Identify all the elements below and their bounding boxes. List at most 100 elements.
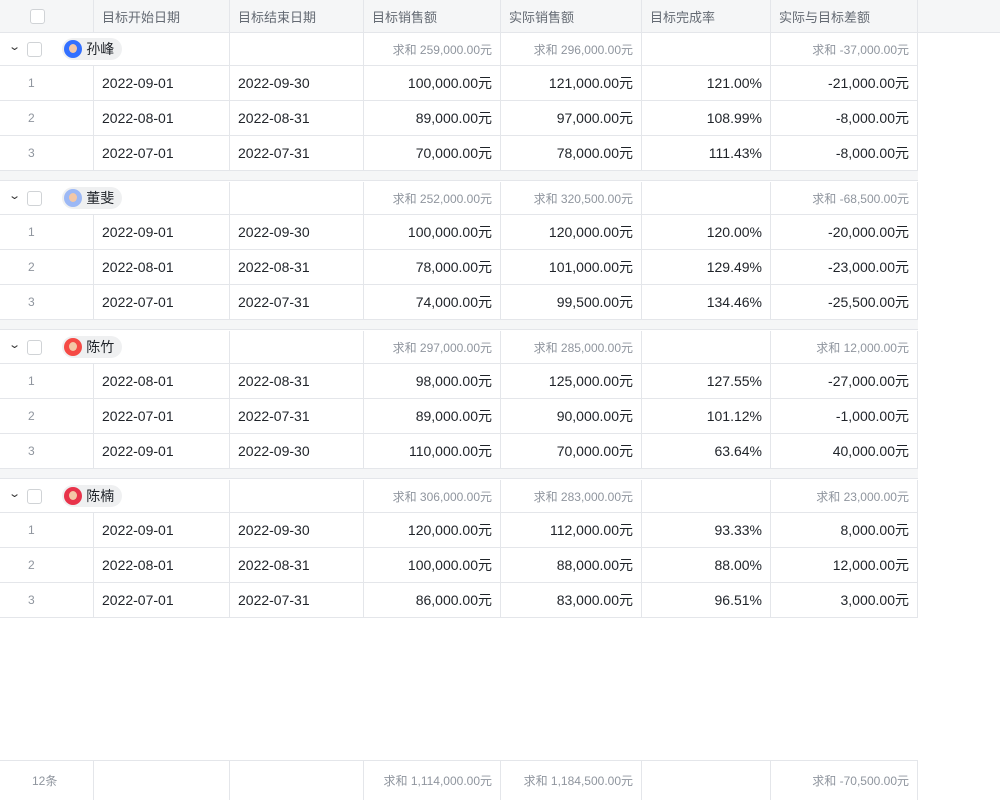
table-cell[interactable]: 2022-08-01 [94,548,230,582]
table-cell[interactable]: 2022-08-31 [230,364,364,398]
table-cell[interactable]: 83,000.00元 [501,583,642,617]
table-row[interactable]: 1 2022-09-01 2022-09-30 100,000.00元 120,000.… [0,215,918,250]
table-cell[interactable]: 2022-07-31 [230,285,364,319]
group-checkbox[interactable] [27,41,43,57]
table-cell[interactable]: 120,000.00元 [364,513,501,547]
table-cell[interactable]: 2022-07-31 [230,136,364,170]
table-cell[interactable]: 2022-07-01 [94,583,230,617]
table-cell[interactable]: 100,000.00元 [364,66,501,100]
table-cell[interactable]: 125,000.00元 [501,364,642,398]
table-cell[interactable]: 2022-09-01 [94,66,230,100]
table-cell[interactable]: 74,000.00元 [364,285,501,319]
group-header-row[interactable]: ⌄ 孙峰 求和 259,000.00元 求和 296,000.00元 求和 -37,00… [0,33,918,66]
group-checkbox[interactable] [27,488,43,504]
table-cell[interactable]: 2022-09-30 [230,434,364,468]
table-cell[interactable]: -21,000.00元 [771,66,918,100]
table-cell[interactable]: -25,500.00元 [771,285,918,319]
table-cell[interactable]: -1,000.00元 [771,399,918,433]
table-cell[interactable]: 112,000.00元 [501,513,642,547]
select-all-checkbox[interactable] [30,8,45,24]
table-cell[interactable]: 2022-08-01 [94,250,230,284]
table-cell[interactable]: 100,000.00元 [364,215,501,249]
table-cell[interactable]: 78,000.00元 [364,250,501,284]
table-cell[interactable]: 120,000.00元 [501,215,642,249]
column-header[interactable]: 目标完成率 [642,0,771,32]
table-cell[interactable]: 108.99% [642,101,771,135]
table-cell[interactable]: 93.33% [642,513,771,547]
column-header[interactable]: 目标开始日期 [94,0,230,32]
table-cell[interactable]: 2022-07-31 [230,399,364,433]
chevron-down-icon[interactable]: ⌄ [8,338,22,351]
table-row[interactable]: 2 2022-08-01 2022-08-31 78,000.00元 101,000.0… [0,250,918,285]
table-row[interactable]: 2 2022-07-01 2022-07-31 89,000.00元 90,000.00… [0,399,918,434]
chevron-down-icon[interactable]: ⌄ [8,189,22,202]
group-header-row[interactable]: ⌄ 陈竹 求和 297,000.00元 求和 285,000.00元 求和 12,000… [0,331,918,364]
table-cell[interactable]: 2022-09-30 [230,66,364,100]
table-cell[interactable]: 121.00% [642,66,771,100]
table-cell[interactable]: -20,000.00元 [771,215,918,249]
group-header-row[interactable]: ⌄ 陈楠 求和 306,000.00元 求和 283,000.00元 求和 23,000… [0,480,918,513]
table-cell[interactable]: 2022-07-01 [94,136,230,170]
table-cell[interactable]: 2022-09-01 [94,434,230,468]
table-cell[interactable]: 88,000.00元 [501,548,642,582]
table-cell[interactable]: -8,000.00元 [771,136,918,170]
table-cell[interactable]: 2022-08-01 [94,364,230,398]
column-header[interactable]: 目标销售额 [364,0,501,32]
table-cell[interactable]: 78,000.00元 [501,136,642,170]
table-cell[interactable]: 63.64% [642,434,771,468]
chevron-down-icon[interactable]: ⌄ [8,40,22,53]
table-cell[interactable]: 97,000.00元 [501,101,642,135]
table-cell[interactable]: 89,000.00元 [364,399,501,433]
table-cell[interactable]: 2022-07-31 [230,583,364,617]
table-cell[interactable]: 99,500.00元 [501,285,642,319]
table-cell[interactable]: 101,000.00元 [501,250,642,284]
table-cell[interactable]: 101.12% [642,399,771,433]
group-checkbox[interactable] [27,190,43,206]
table-row[interactable]: 1 2022-09-01 2022-09-30 120,000.00元 112,000.… [0,513,918,548]
table-cell[interactable]: 127.55% [642,364,771,398]
table-cell[interactable]: 100,000.00元 [364,548,501,582]
add-column-area[interactable] [918,0,1000,32]
table-cell[interactable]: 2022-09-30 [230,513,364,547]
table-cell[interactable]: 90,000.00元 [501,399,642,433]
chevron-down-icon[interactable]: ⌄ [8,487,22,500]
table-cell[interactable]: 2022-09-30 [230,215,364,249]
table-cell[interactable]: -8,000.00元 [771,101,918,135]
table-cell[interactable]: 2022-08-31 [230,250,364,284]
table-row[interactable]: 1 2022-08-01 2022-08-31 98,000.00元 125,000.0… [0,364,918,399]
table-cell[interactable]: 2022-09-01 [94,513,230,547]
table-row[interactable]: 3 2022-07-01 2022-07-31 74,000.00元 99,500.00… [0,285,918,320]
column-header[interactable]: 目标结束日期 [230,0,364,32]
table-cell[interactable]: 86,000.00元 [364,583,501,617]
table-cell[interactable]: 96.51% [642,583,771,617]
table-cell[interactable]: 2022-07-01 [94,399,230,433]
group-checkbox[interactable] [27,339,43,355]
table-cell[interactable]: 2022-08-01 [94,101,230,135]
table-row[interactable]: 2 2022-08-01 2022-08-31 100,000.00元 88,000.0… [0,548,918,583]
table-row[interactable]: 3 2022-07-01 2022-07-31 86,000.00元 83,000.00… [0,583,918,618]
column-header[interactable]: 实际销售额 [501,0,642,32]
table-cell[interactable]: 70,000.00元 [501,434,642,468]
table-cell[interactable]: 2022-07-01 [94,285,230,319]
table-cell[interactable]: 120.00% [642,215,771,249]
table-row[interactable]: 3 2022-09-01 2022-09-30 110,000.00元 70,000.0… [0,434,918,469]
table-cell[interactable]: 40,000.00元 [771,434,918,468]
table-cell[interactable]: 12,000.00元 [771,548,918,582]
table-cell[interactable]: 8,000.00元 [771,513,918,547]
table-cell[interactable]: 121,000.00元 [501,66,642,100]
table-cell[interactable]: 2022-08-31 [230,548,364,582]
table-cell[interactable]: 2022-08-31 [230,101,364,135]
table-cell[interactable]: 110,000.00元 [364,434,501,468]
table-cell[interactable]: 88.00% [642,548,771,582]
table-row[interactable]: 3 2022-07-01 2022-07-31 70,000.00元 78,000.00… [0,136,918,171]
column-header[interactable]: 实际与目标差额 [771,0,918,32]
table-row[interactable]: 1 2022-09-01 2022-09-30 100,000.00元 121,000.… [0,66,918,101]
table-cell[interactable]: -27,000.00元 [771,364,918,398]
table-cell[interactable]: 111.43% [642,136,771,170]
table-cell[interactable]: 89,000.00元 [364,101,501,135]
table-cell[interactable]: 98,000.00元 [364,364,501,398]
table-cell[interactable]: 2022-09-01 [94,215,230,249]
table-cell[interactable]: 3,000.00元 [771,583,918,617]
table-cell[interactable]: 70,000.00元 [364,136,501,170]
group-header-row[interactable]: ⌄ 董斐 求和 252,000.00元 求和 320,500.00元 求和 -68,50… [0,182,918,215]
